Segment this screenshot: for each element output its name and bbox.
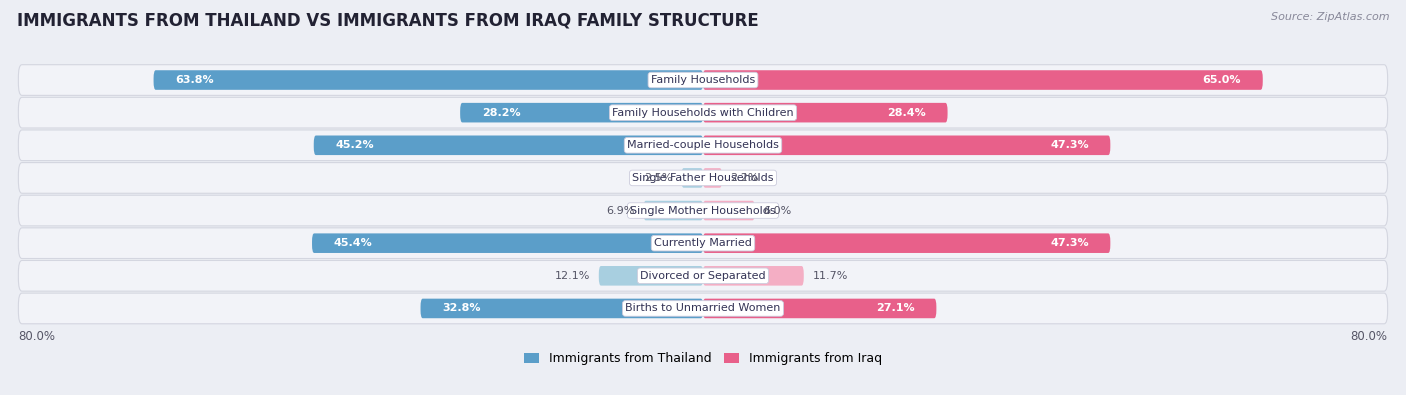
Text: Family Households: Family Households [651, 75, 755, 85]
FancyBboxPatch shape [312, 233, 703, 253]
FancyBboxPatch shape [18, 130, 1388, 161]
FancyBboxPatch shape [703, 135, 1111, 155]
Text: Single Father Households: Single Father Households [633, 173, 773, 183]
FancyBboxPatch shape [682, 168, 703, 188]
FancyBboxPatch shape [644, 201, 703, 220]
Text: Single Mother Households: Single Mother Households [630, 205, 776, 216]
Text: 63.8%: 63.8% [176, 75, 214, 85]
Legend: Immigrants from Thailand, Immigrants from Iraq: Immigrants from Thailand, Immigrants fro… [524, 352, 882, 365]
Text: 80.0%: 80.0% [18, 330, 55, 343]
FancyBboxPatch shape [18, 97, 1388, 128]
FancyBboxPatch shape [703, 266, 804, 286]
Text: 47.3%: 47.3% [1050, 140, 1088, 150]
FancyBboxPatch shape [314, 135, 703, 155]
Text: 32.8%: 32.8% [441, 303, 481, 314]
Text: 6.9%: 6.9% [606, 205, 636, 216]
FancyBboxPatch shape [18, 195, 1388, 226]
FancyBboxPatch shape [420, 299, 703, 318]
Text: Currently Married: Currently Married [654, 238, 752, 248]
FancyBboxPatch shape [18, 228, 1388, 258]
Text: 11.7%: 11.7% [813, 271, 848, 281]
Text: IMMIGRANTS FROM THAILAND VS IMMIGRANTS FROM IRAQ FAMILY STRUCTURE: IMMIGRANTS FROM THAILAND VS IMMIGRANTS F… [17, 12, 759, 30]
Text: 12.1%: 12.1% [555, 271, 591, 281]
Text: 28.2%: 28.2% [482, 108, 520, 118]
FancyBboxPatch shape [18, 260, 1388, 291]
Text: 2.2%: 2.2% [731, 173, 759, 183]
Text: 80.0%: 80.0% [1351, 330, 1388, 343]
Text: 45.4%: 45.4% [333, 238, 373, 248]
FancyBboxPatch shape [460, 103, 703, 122]
Text: 2.5%: 2.5% [644, 173, 673, 183]
Text: 47.3%: 47.3% [1050, 238, 1088, 248]
FancyBboxPatch shape [18, 65, 1388, 95]
Text: 28.4%: 28.4% [887, 108, 927, 118]
Text: Source: ZipAtlas.com: Source: ZipAtlas.com [1271, 12, 1389, 22]
Text: 45.2%: 45.2% [335, 140, 374, 150]
FancyBboxPatch shape [703, 201, 755, 220]
FancyBboxPatch shape [703, 299, 936, 318]
FancyBboxPatch shape [153, 70, 703, 90]
Text: Married-couple Households: Married-couple Households [627, 140, 779, 150]
FancyBboxPatch shape [18, 163, 1388, 193]
FancyBboxPatch shape [703, 233, 1111, 253]
Text: 27.1%: 27.1% [876, 303, 915, 314]
FancyBboxPatch shape [18, 293, 1388, 324]
FancyBboxPatch shape [599, 266, 703, 286]
FancyBboxPatch shape [703, 70, 1263, 90]
Text: 65.0%: 65.0% [1202, 75, 1241, 85]
Text: 6.0%: 6.0% [763, 205, 792, 216]
Text: Births to Unmarried Women: Births to Unmarried Women [626, 303, 780, 314]
FancyBboxPatch shape [703, 103, 948, 122]
Text: Divorced or Separated: Divorced or Separated [640, 271, 766, 281]
FancyBboxPatch shape [703, 168, 721, 188]
Text: Family Households with Children: Family Households with Children [612, 108, 794, 118]
